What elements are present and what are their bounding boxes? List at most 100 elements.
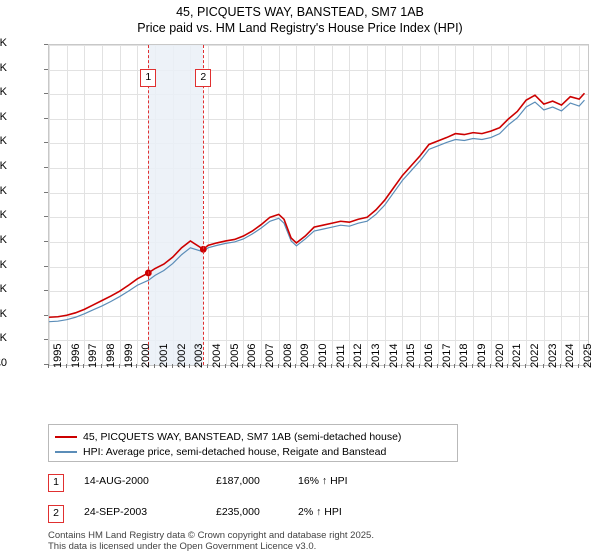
x-tick-label: 2008 bbox=[281, 343, 294, 368]
gridline-h bbox=[49, 69, 588, 71]
page-title: 45, PICQUETS WAY, BANSTEAD, SM7 1AB bbox=[176, 5, 424, 19]
x-tick-label: 2016 bbox=[423, 343, 436, 368]
gridline-v bbox=[349, 45, 351, 365]
legend-swatch-hpi bbox=[55, 450, 77, 453]
x-tick bbox=[401, 364, 403, 368]
x-tick bbox=[383, 364, 385, 368]
x-tick-label: 2009 bbox=[299, 343, 312, 368]
gridline-v bbox=[526, 45, 528, 365]
event-vline bbox=[148, 45, 150, 365]
legend-label-price-paid: 45, PICQUETS WAY, BANSTEAD, SM7 1AB (sem… bbox=[83, 430, 402, 443]
gridline-v bbox=[243, 45, 245, 365]
title-block: 45, PICQUETS WAY, BANSTEAD, SM7 1AB Pric… bbox=[0, 4, 600, 36]
gridline-v bbox=[543, 45, 545, 365]
gridline-v bbox=[331, 45, 333, 365]
gridline-h bbox=[49, 143, 588, 145]
gridline-v bbox=[278, 45, 280, 365]
gridline-h bbox=[49, 168, 588, 170]
y-tick-label: £200K bbox=[0, 258, 7, 271]
gridline-v bbox=[561, 45, 563, 365]
x-tick-label: 2024 bbox=[564, 343, 577, 368]
event-date-2: 24-SEP-2003 bbox=[84, 506, 148, 518]
y-tick-label: £150K bbox=[0, 283, 7, 296]
event-row-1: 1 14-AUG-2000 £187,000 16% ↑ HPI bbox=[48, 474, 448, 492]
footer-line-2: This data is licensed under the Open Gov… bbox=[48, 541, 317, 552]
x-tick bbox=[419, 364, 421, 368]
x-tick-label: 2021 bbox=[511, 343, 524, 368]
x-tick bbox=[260, 364, 262, 368]
event-date-1: 14-AUG-2000 bbox=[84, 475, 149, 487]
event-number-1: 1 bbox=[48, 474, 64, 492]
x-tick-label: 2017 bbox=[440, 343, 453, 368]
x-tick-label: 2022 bbox=[529, 343, 542, 368]
x-tick-label: 2023 bbox=[546, 343, 559, 368]
gridline-v bbox=[137, 45, 139, 365]
event-badge-1: 1 bbox=[140, 69, 157, 87]
gridline-v bbox=[579, 45, 581, 365]
y-tick-label: £0 bbox=[0, 357, 7, 369]
x-tick-label: 2001 bbox=[158, 343, 171, 368]
gridline-v bbox=[490, 45, 492, 365]
legend-label-hpi: HPI: Average price, semi-detached house,… bbox=[83, 445, 387, 458]
y-tick bbox=[44, 216, 48, 218]
x-tick bbox=[101, 364, 103, 368]
x-tick bbox=[242, 364, 244, 368]
x-tick bbox=[525, 364, 527, 368]
gridline-v bbox=[367, 45, 369, 365]
gridline-v bbox=[437, 45, 439, 365]
y-tick bbox=[44, 339, 48, 341]
legend: 45, PICQUETS WAY, BANSTEAD, SM7 1AB (sem… bbox=[48, 424, 458, 462]
x-tick-label: 2014 bbox=[387, 343, 400, 368]
x-tick-label: 2018 bbox=[458, 343, 471, 368]
y-tick bbox=[44, 44, 48, 45]
event-hpi-delta-1: 16% ↑ HPI bbox=[298, 475, 348, 487]
x-tick-label: 2012 bbox=[352, 343, 365, 368]
y-tick bbox=[44, 364, 48, 365]
x-tick-label: 2004 bbox=[211, 343, 224, 368]
event-number-2: 2 bbox=[48, 505, 64, 523]
y-tick-label: £500K bbox=[0, 110, 7, 123]
footer-line-1: Contains HM Land Registry data © Crown c… bbox=[48, 530, 374, 541]
event-badge-2: 2 bbox=[195, 69, 212, 87]
highlight-band bbox=[148, 45, 204, 365]
x-tick-label: 1997 bbox=[87, 343, 100, 368]
x-tick bbox=[136, 364, 138, 368]
y-tick-label: £550K bbox=[0, 86, 7, 99]
series-canvas bbox=[49, 92, 586, 323]
x-tick bbox=[560, 364, 562, 368]
event-price-1: £187,000 bbox=[216, 475, 260, 487]
series-line bbox=[49, 92, 586, 319]
gridline-v bbox=[49, 45, 50, 365]
x-tick-label: 2007 bbox=[264, 343, 277, 368]
y-tick-label: £650K bbox=[0, 37, 7, 49]
x-tick bbox=[472, 364, 474, 368]
x-tick bbox=[489, 364, 491, 368]
x-tick-label: 2013 bbox=[370, 343, 383, 368]
x-tick bbox=[295, 364, 297, 368]
event-row-2: 2 24-SEP-2003 £235,000 2% ↑ HPI bbox=[48, 505, 448, 523]
y-tick bbox=[44, 93, 48, 95]
x-tick-label: 2011 bbox=[334, 344, 347, 368]
page-subtitle: Price paid vs. HM Land Registry's House … bbox=[137, 21, 463, 35]
gridline-h bbox=[49, 118, 588, 120]
x-tick-label: 2025 bbox=[582, 343, 595, 368]
x-tick bbox=[454, 364, 456, 368]
x-tick bbox=[366, 364, 368, 368]
legend-swatch-price-paid bbox=[55, 435, 77, 438]
x-tick-label: 2019 bbox=[476, 343, 489, 368]
y-tick bbox=[44, 142, 48, 144]
gridline-h bbox=[49, 192, 588, 194]
x-tick bbox=[313, 364, 315, 368]
legend-entry-1: HPI: Average price, semi-detached house,… bbox=[55, 444, 451, 459]
x-tick bbox=[436, 364, 438, 368]
x-tick-label: 2015 bbox=[405, 343, 418, 368]
gridline-v bbox=[420, 45, 422, 365]
x-tick bbox=[348, 364, 350, 368]
x-tick bbox=[154, 364, 156, 368]
plot-area bbox=[48, 44, 589, 366]
y-tick-label: £50K bbox=[0, 332, 7, 345]
x-tick bbox=[48, 364, 49, 368]
x-tick bbox=[224, 364, 226, 368]
x-tick bbox=[171, 364, 173, 368]
gridline-h bbox=[49, 94, 588, 96]
